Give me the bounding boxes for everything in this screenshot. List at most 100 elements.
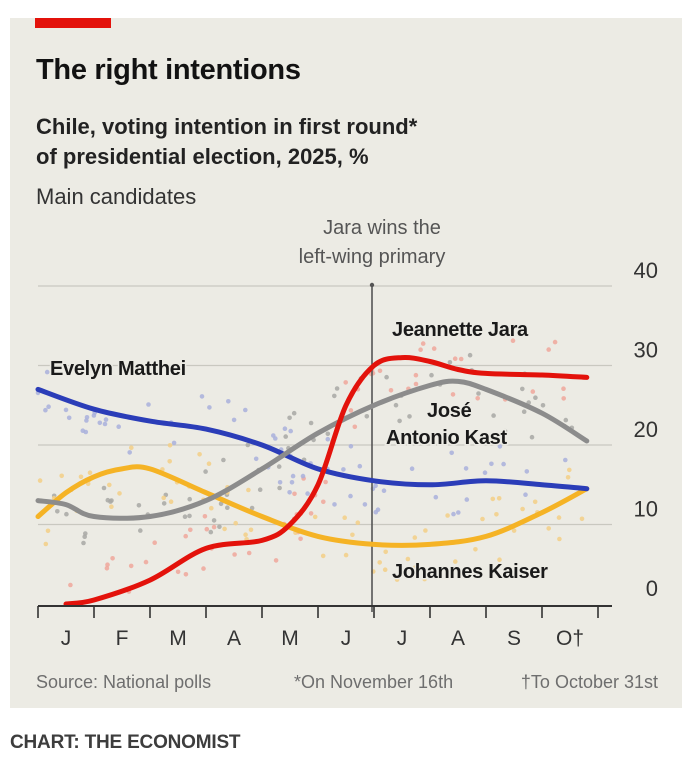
- poll-dot: [188, 527, 193, 533]
- poll-dot: [489, 461, 494, 467]
- footnote-dagger: †To October 31st: [521, 672, 658, 692]
- x-tick-label: O†: [556, 627, 584, 650]
- poll-dot: [55, 509, 60, 514]
- poll-dot: [565, 475, 571, 480]
- annotation: Jara wins the left-wing primary: [299, 217, 446, 612]
- annotation-line-2: left-wing primary: [299, 246, 446, 268]
- poll-dot: [249, 505, 255, 511]
- poll-dot: [209, 505, 214, 511]
- poll-dot: [563, 457, 568, 463]
- poll-dot: [325, 436, 331, 442]
- poll-dot: [473, 547, 478, 552]
- poll-dot: [104, 566, 110, 571]
- poll-dot: [127, 450, 132, 455]
- series-line-jeannette-jara: [63, 354, 590, 607]
- poll-dot: [246, 487, 251, 493]
- x-tick-label: J: [397, 627, 408, 650]
- series-line-evelyn-matthei: [35, 386, 590, 492]
- poll-dot: [253, 456, 259, 462]
- poll-dot: [407, 329, 413, 335]
- poll-dot: [420, 341, 426, 346]
- source-note: Source: National polls: [36, 672, 211, 692]
- footnote-asterisk: *On November 16th: [294, 672, 453, 692]
- poll-dot: [273, 558, 279, 563]
- poll-dot: [211, 518, 217, 523]
- poll-dot: [45, 528, 51, 534]
- poll-dot: [221, 457, 226, 463]
- poll-dot: [352, 424, 358, 430]
- x-tick-label: A: [451, 627, 465, 650]
- poll-dot: [208, 529, 214, 535]
- poll-dot: [105, 562, 110, 567]
- poll-dot: [246, 550, 252, 556]
- poll-dot: [288, 428, 294, 434]
- poll-dot: [298, 536, 303, 542]
- poll-dot: [81, 540, 86, 546]
- poll-dot: [312, 514, 318, 520]
- poll-dot: [175, 569, 181, 575]
- poll-dot: [116, 424, 121, 430]
- poll-dot: [561, 396, 566, 401]
- x-tick-label: F: [116, 627, 129, 650]
- label-jeannette-jara: Jeannette Jara: [392, 319, 529, 341]
- poll-dot: [409, 466, 415, 472]
- x-axis: J F M A M J J A S O†: [37, 605, 612, 650]
- poll-dot: [167, 459, 172, 464]
- poll-dot: [520, 386, 525, 392]
- poll-dot: [43, 407, 48, 413]
- poll-dot: [243, 532, 248, 537]
- poll-dot: [422, 576, 427, 582]
- poll-dot: [494, 512, 499, 517]
- poll-dot: [183, 572, 189, 577]
- poll-dot: [496, 496, 502, 501]
- poll-dot: [532, 499, 538, 505]
- chart-title: The right intentions: [36, 54, 301, 86]
- poll-dot: [97, 420, 103, 426]
- poll-dot: [292, 491, 297, 497]
- poll-dot: [423, 528, 428, 533]
- label-kast-line-1: José: [427, 400, 472, 422]
- poll-dots: [35, 329, 585, 594]
- poll-dot: [510, 338, 516, 344]
- poll-dot: [287, 415, 292, 421]
- series-labels: Evelyn Matthei Jeannette Jara José Antonio …: [49, 318, 550, 585]
- subtitle-line-2: of presidential election, 2025, %: [36, 144, 369, 169]
- y-tick-label: 10: [634, 497, 658, 522]
- poll-dot: [561, 386, 566, 392]
- poll-dot: [308, 420, 314, 426]
- poll-dot: [362, 502, 368, 507]
- chart-subsubtitle: Main candidates: [36, 184, 197, 209]
- poll-dot: [447, 360, 453, 365]
- poll-dot: [101, 485, 107, 491]
- poll-dot: [146, 402, 151, 407]
- poll-dot: [384, 374, 389, 380]
- poll-dot: [456, 510, 461, 515]
- series-lines: [35, 354, 590, 607]
- poll-dot: [37, 478, 43, 483]
- poll-dot: [451, 511, 456, 517]
- poll-dot: [418, 347, 423, 353]
- poll-dot: [394, 577, 400, 582]
- poll-dot: [325, 431, 331, 437]
- poll-dot: [231, 417, 237, 423]
- poll-dot: [300, 473, 306, 479]
- poll-dot: [222, 526, 227, 532]
- poll-dot: [377, 368, 383, 374]
- poll-dot: [187, 496, 192, 502]
- poll-dot: [342, 515, 348, 520]
- poll-dot: [59, 473, 64, 479]
- poll-dot: [546, 347, 551, 352]
- poll-dot: [168, 499, 174, 505]
- poll-dot: [497, 557, 502, 562]
- poll-dot: [167, 443, 173, 448]
- poll-dot: [248, 527, 254, 533]
- poll-dot: [109, 504, 114, 510]
- y-tick-label: 30: [634, 338, 658, 363]
- poll-dot: [533, 395, 538, 401]
- x-tick-label: J: [341, 627, 352, 650]
- poll-dot: [341, 467, 346, 472]
- poll-dot: [393, 402, 399, 408]
- poll-dot: [43, 541, 49, 547]
- poll-dot: [226, 399, 231, 404]
- poll-dot: [245, 442, 251, 448]
